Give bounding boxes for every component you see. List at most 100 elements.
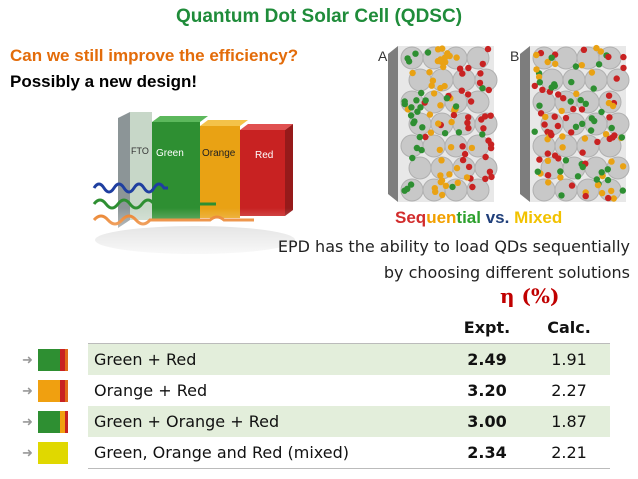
quantum-dot xyxy=(446,171,453,178)
quantum-dot xyxy=(605,53,612,61)
arrow-icon: ➜ xyxy=(22,383,33,398)
quantum-dot xyxy=(405,58,413,65)
quantum-dot xyxy=(591,117,598,125)
quantum-dot xyxy=(426,69,433,76)
quantum-dot xyxy=(443,95,451,102)
quantum-dot xyxy=(438,157,445,164)
arrow-icon: ➜ xyxy=(22,445,33,460)
calc-value: 2.27 xyxy=(551,381,587,400)
quantum-dot xyxy=(469,183,476,191)
quantum-dot xyxy=(572,63,580,70)
quantum-dot xyxy=(419,124,426,131)
quantum-dot xyxy=(453,164,461,172)
quantum-dot xyxy=(598,169,605,176)
quantum-dot xyxy=(579,163,586,171)
quantum-dot xyxy=(436,146,443,154)
quantum-dot xyxy=(557,174,564,181)
quantum-dot xyxy=(427,129,435,136)
fto-label: FTO xyxy=(131,146,149,156)
quantum-dot xyxy=(562,114,570,122)
quantum-dot xyxy=(441,82,448,90)
quantum-dot xyxy=(535,73,543,81)
quantum-dot xyxy=(485,137,492,144)
quantum-dot xyxy=(608,124,615,132)
quantum-dot xyxy=(594,181,602,189)
quantum-dot xyxy=(552,60,559,68)
quantum-dot xyxy=(541,121,548,128)
quantum-dot xyxy=(605,194,612,202)
expt-value: 2.34 xyxy=(446,437,528,469)
quantum-dot xyxy=(459,143,466,150)
quantum-dot xyxy=(413,97,420,104)
quantum-dot xyxy=(422,133,429,141)
quantum-dot xyxy=(437,178,444,186)
row-label: Green + Red xyxy=(88,343,446,375)
swatch-edge xyxy=(65,442,68,464)
quantum-dot xyxy=(429,77,437,84)
quantum-dot xyxy=(567,98,574,105)
quantum-dot xyxy=(560,95,567,102)
quantum-dot xyxy=(465,124,472,132)
red-layer xyxy=(240,130,285,216)
swatch-main xyxy=(38,411,60,433)
question-text: Can we still improve the efficiency? xyxy=(10,46,299,65)
quantum-dot xyxy=(442,58,449,66)
quantum-dot xyxy=(555,91,562,98)
subline-text: Possibly a new design! xyxy=(10,72,198,91)
quantum-dot xyxy=(619,187,626,194)
quantum-dot xyxy=(463,174,471,181)
layered-cell-illustration: FTO Green Orange Red xyxy=(90,112,300,258)
efficiency-table: Expt. Calc. Green + Red 2.49 1.91 Orange… xyxy=(88,312,610,469)
quantum-dot xyxy=(593,176,600,183)
quantum-dot xyxy=(412,50,419,57)
quantum-dot xyxy=(568,129,575,136)
quantum-dot xyxy=(464,91,472,98)
quantum-dot xyxy=(416,133,423,141)
quantum-dot xyxy=(544,157,552,164)
quantum-dot xyxy=(594,138,601,146)
sequential-particle-panel xyxy=(388,45,498,202)
expt-value: 3.00 xyxy=(446,406,528,437)
orange-label: Orange xyxy=(202,148,236,159)
row-swatch: ➜ xyxy=(22,411,68,433)
orange-layer xyxy=(200,126,240,218)
quantum-dot xyxy=(554,122,562,130)
quantum-dot xyxy=(479,131,486,138)
quantum-dot xyxy=(620,64,627,72)
calc-header: Calc. xyxy=(528,312,610,344)
quantum-dot xyxy=(548,54,555,61)
slide-title: Quantum Dot Solar Cell (QDSC) xyxy=(175,6,463,27)
quantum-dot xyxy=(605,92,613,99)
quantum-dot xyxy=(459,70,466,77)
quantum-dot xyxy=(458,87,465,94)
quantum-dot xyxy=(487,144,495,152)
quantum-dot xyxy=(537,110,545,117)
quantum-dot xyxy=(574,173,582,180)
swatch-main xyxy=(38,442,60,464)
quantum-dot xyxy=(441,130,449,137)
quantum-dot xyxy=(578,62,585,69)
quantum-dot xyxy=(428,82,435,89)
quantum-dot xyxy=(544,172,552,179)
quantum-dot xyxy=(453,54,460,61)
quantum-dot xyxy=(465,163,473,171)
swatch-edge xyxy=(65,349,68,371)
quantum-dot xyxy=(531,128,538,135)
quantum-dot xyxy=(485,86,492,94)
swatch-main xyxy=(38,380,60,402)
quantum-dot xyxy=(487,112,494,119)
quantum-dot xyxy=(465,64,472,72)
swatch-main xyxy=(38,349,60,371)
quantum-dot xyxy=(582,100,589,107)
quantum-dot xyxy=(479,60,486,68)
arrow-icon: ➜ xyxy=(22,414,33,429)
fto-layer xyxy=(118,112,130,228)
quantum-dot xyxy=(456,65,464,72)
seq-part: Seq xyxy=(395,208,427,227)
quantum-dot xyxy=(437,172,444,179)
quantum-dot xyxy=(452,103,460,110)
quantum-dot xyxy=(534,168,541,175)
note-line-1: EPD has the ability to load QDs sequenti… xyxy=(277,237,630,256)
quantum-dot xyxy=(439,191,446,199)
quantum-dot xyxy=(606,135,613,143)
